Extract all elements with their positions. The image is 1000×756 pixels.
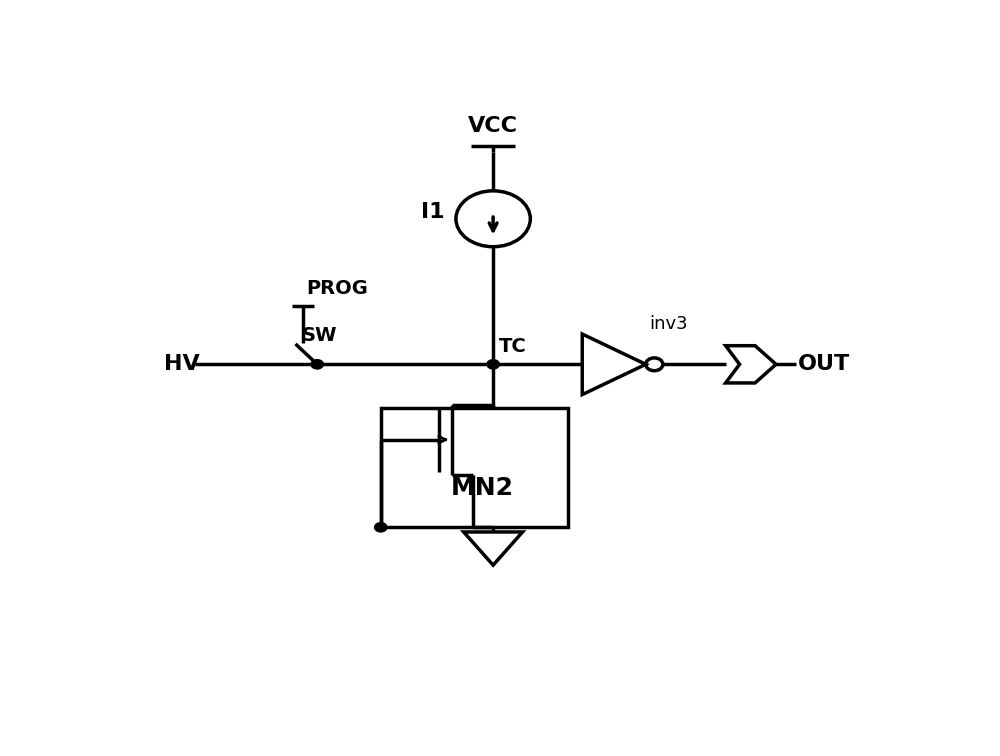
Text: inv3: inv3 xyxy=(649,314,688,333)
Text: TC: TC xyxy=(499,337,527,356)
Text: PROG: PROG xyxy=(306,279,368,298)
Text: VCC: VCC xyxy=(468,116,518,135)
Text: HV: HV xyxy=(164,355,200,374)
Text: SW: SW xyxy=(302,326,337,345)
Circle shape xyxy=(487,360,499,369)
Text: I1: I1 xyxy=(421,202,445,222)
Circle shape xyxy=(311,360,323,369)
Text: OUT: OUT xyxy=(798,355,850,374)
Circle shape xyxy=(375,522,387,532)
Text: MN2: MN2 xyxy=(451,476,514,500)
